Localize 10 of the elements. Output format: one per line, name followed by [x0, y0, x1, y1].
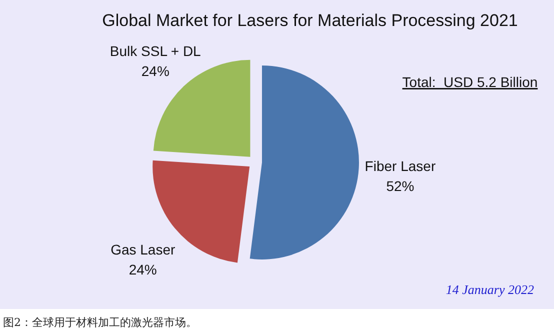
caption: 图2：全球用于材料加工的激光器市场。: [3, 316, 197, 329]
slice-label: Gas Laser: [110, 242, 176, 258]
text: 14 January 2022: [446, 282, 534, 297]
chart-title: Global Market for Lasers for Materials Processing 2021: [102, 11, 518, 30]
data-label: 24%: [128, 262, 157, 278]
data-label: 24%: [141, 62, 170, 79]
data-label: 52%: [386, 178, 414, 194]
slice-label: Fiber Laser: [364, 158, 436, 174]
text: Total: USD 5.2 Billion: [402, 74, 538, 90]
slice-label: Bulk SSL + DL: [110, 42, 202, 59]
